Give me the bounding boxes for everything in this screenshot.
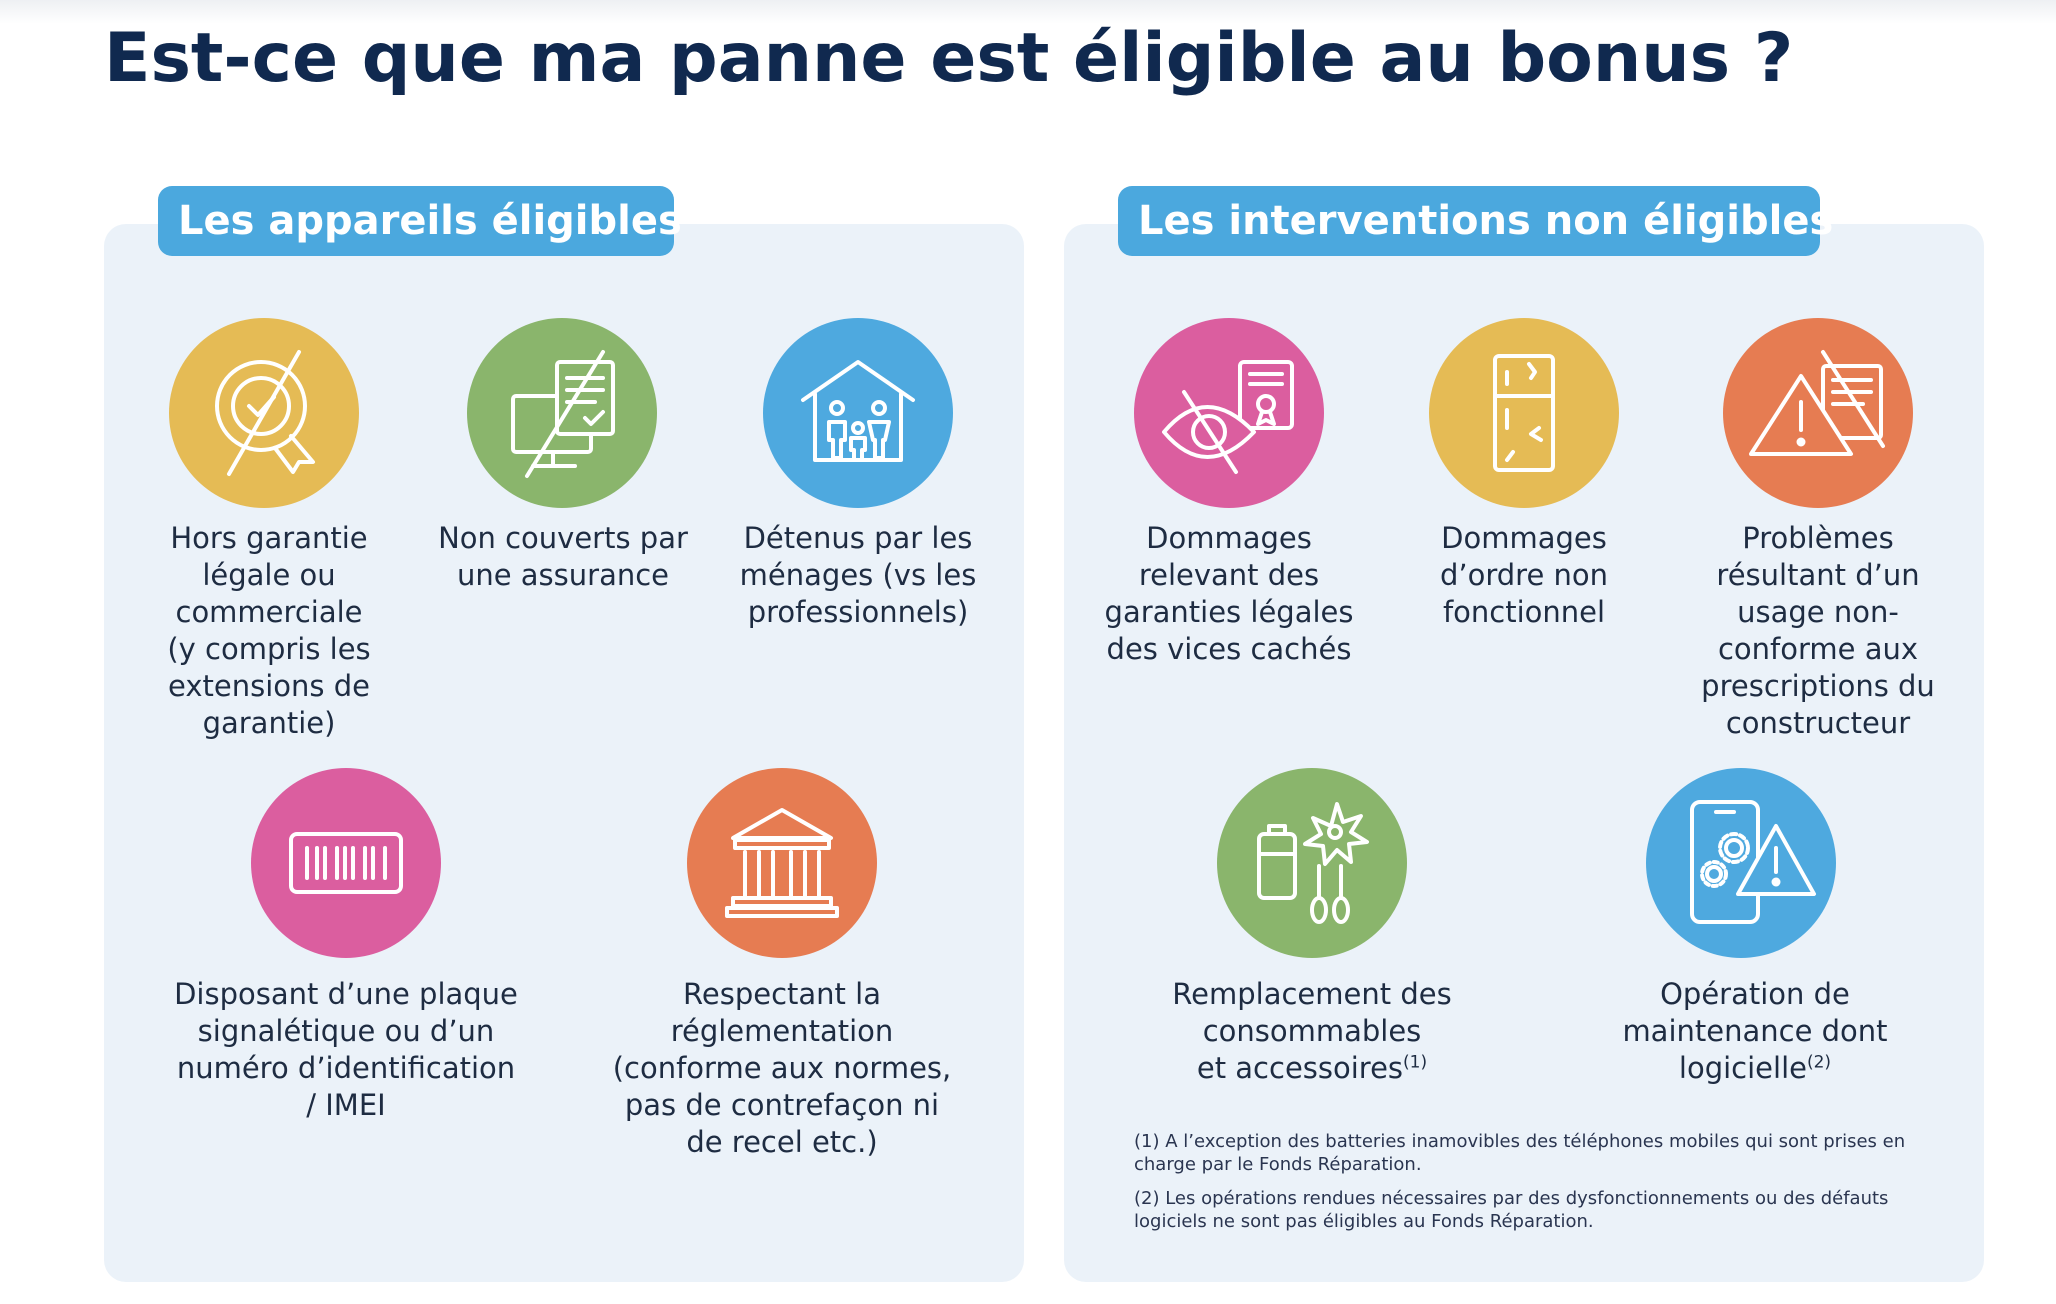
label-consumables: Remplacement des consommables et accesso… [1172, 977, 1452, 1085]
label-out-of-warranty: Hors garantie légale ou commerciale (y c… [167, 521, 371, 740]
certificate-crossed-icon [169, 318, 359, 508]
computer-document-crossed-icon [467, 318, 657, 508]
regulation-building-icon [687, 768, 877, 958]
cracked-fridge-icon [1429, 318, 1619, 508]
footnote-1: (1) A l’exception des batteries inamovib… [1134, 1131, 1906, 1175]
footnote-ref-1: (1) [1403, 1052, 1428, 1073]
page-title: Est-ce que ma panne est éligible au bonu… [104, 19, 1794, 98]
warning-document-crossed-icon [1723, 318, 1913, 508]
label-non-functional: Dommages d’ordre non fonctionnel [1439, 521, 1609, 629]
label-not-insured: Non couverts par une assurance [438, 521, 688, 592]
barcode-plate-icon [251, 768, 441, 958]
eye-crossed-certificate-icon [1134, 318, 1324, 508]
top-bar [0, 0, 2056, 24]
label-misuse: Problèmes résultant d’un usage non- conf… [1701, 521, 1935, 740]
label-hidden-defects: Dommages relevant des garanties légales … [1104, 521, 1354, 666]
footnote-ref-2: (2) [1806, 1052, 1832, 1073]
label-maintenance: Opération de maintenance dont logicielle… [1622, 977, 1888, 1085]
household-family-icon [763, 318, 953, 508]
eligible-devices-heading: Les appareils éligibles [158, 186, 682, 256]
phone-gear-warning-icon [1646, 768, 1836, 958]
label-identification-plate: Disposant d’une plaque signalétique ou d… [174, 977, 518, 1122]
footnote-2: (2) Les opérations rendues nécessaires p… [1134, 1188, 1889, 1232]
label-regulation: Respectant la réglementation (conforme a… [612, 977, 952, 1159]
label-households: Détenus par les ménages (vs les professi… [739, 521, 977, 629]
battery-blade-accessories-icon [1217, 768, 1407, 958]
ineligible-interventions-heading: Les interventions non éligibles [1118, 186, 1833, 256]
